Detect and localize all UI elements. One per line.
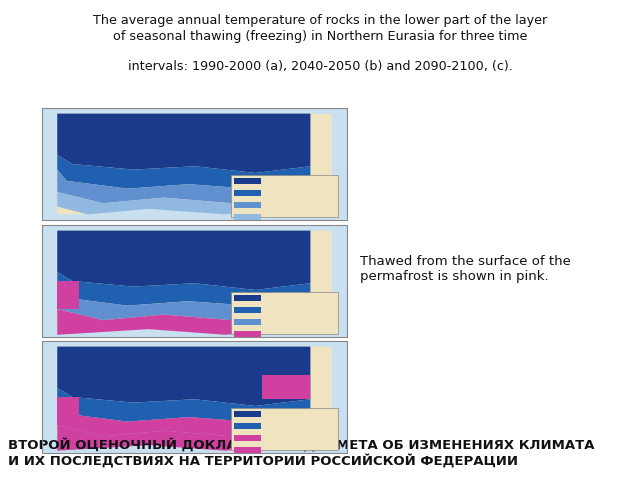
Polygon shape (57, 114, 310, 173)
Polygon shape (57, 272, 310, 306)
Polygon shape (57, 114, 332, 215)
Bar (42, 341, 347, 453)
Polygon shape (57, 403, 310, 436)
Polygon shape (57, 347, 332, 447)
Text: The average annual temperature of rocks in the lower part of the layer: The average annual temperature of rocks … (93, 14, 547, 27)
Bar (42, 225, 347, 337)
Polygon shape (57, 230, 332, 331)
Polygon shape (57, 388, 310, 421)
Text: of seasonal thawing (freezing) in Northern Eurasia for three time: of seasonal thawing (freezing) in Northe… (113, 30, 527, 43)
Bar (234, 202, 260, 208)
Bar (234, 214, 260, 220)
Polygon shape (57, 397, 79, 425)
Bar (234, 190, 260, 196)
Bar (231, 175, 338, 216)
Polygon shape (57, 287, 310, 320)
Bar (234, 295, 260, 301)
Text: permafrost is shown in pink.: permafrost is shown in pink. (360, 270, 548, 283)
Polygon shape (57, 309, 310, 335)
Bar (234, 446, 260, 453)
Text: И ИХ ПОСЛЕДСТВИЯХ НА ТЕРРИТОРИИ РОССИЙСКОЙ ФЕДЕРАЦИИ: И ИХ ПОСЛЕДСТВИЯХ НА ТЕРРИТОРИИ РОССИЙСК… (8, 454, 518, 468)
Polygon shape (57, 403, 310, 436)
Polygon shape (57, 403, 97, 447)
Bar (231, 408, 338, 450)
Polygon shape (57, 347, 310, 406)
Polygon shape (262, 374, 310, 399)
Polygon shape (57, 169, 310, 203)
Polygon shape (57, 281, 79, 309)
Text: Thawed from the surface of the: Thawed from the surface of the (360, 255, 571, 268)
Bar (234, 307, 260, 313)
Text: ВТОРОЙ ОЦЕНОЧНЫЙ ДОКЛАД РОСГИДРОМЕТА ОБ ИЗМЕНЕНИЯХ КЛИМАТА: ВТОРОЙ ОЦЕНОЧНЫЙ ДОКЛАД РОСГИДРОМЕТА ОБ … (8, 438, 595, 452)
Polygon shape (57, 169, 97, 215)
Bar (42, 225, 347, 337)
Polygon shape (57, 192, 310, 215)
Bar (42, 108, 347, 220)
Bar (234, 319, 260, 325)
Bar (234, 423, 260, 429)
Bar (231, 292, 338, 334)
Bar (42, 341, 347, 453)
Polygon shape (57, 230, 310, 290)
Bar (42, 108, 347, 220)
Bar (234, 178, 260, 184)
Bar (234, 411, 260, 418)
Bar (234, 331, 260, 337)
Text: intervals: 1990-2000 (a), 2040-2050 (b) and 2090-2100, (c).: intervals: 1990-2000 (a), 2040-2050 (b) … (127, 60, 513, 73)
Bar (234, 435, 260, 441)
Polygon shape (57, 155, 310, 189)
Polygon shape (57, 425, 310, 451)
Polygon shape (57, 287, 97, 331)
